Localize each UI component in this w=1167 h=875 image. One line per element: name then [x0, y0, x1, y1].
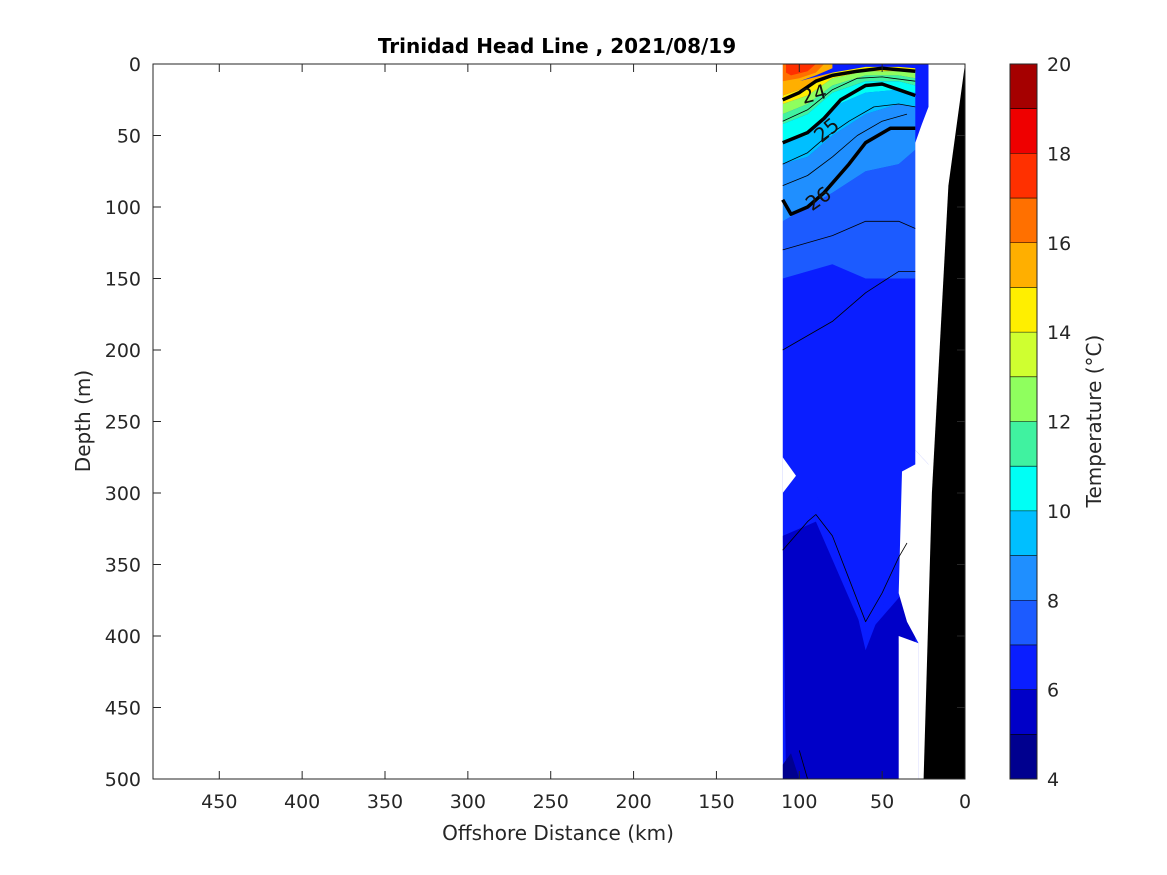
y-tick-label: 0 [129, 54, 141, 76]
colorbar: 4 6 8 10 12 14 16 18 20 [1009, 54, 1071, 791]
colorbar-bin-12 [1010, 198, 1037, 243]
contour-line-3 [782, 220, 916, 251]
isopycnal-26 [781, 126, 916, 216]
x-tick-label: 250 [533, 791, 569, 813]
offshore-empty [749, 64, 783, 779]
isopycnal-25 [782, 82, 916, 145]
colorbar-bin-6 [1010, 466, 1037, 511]
colorbar-bin-3 [1010, 600, 1037, 645]
contour-line-6 [798, 750, 808, 779]
colorbar-label: Temperature (°C) [1082, 335, 1106, 509]
temperature-region-8 [782, 71, 916, 115]
x-tick-label: 350 [367, 791, 403, 813]
colorbar-tick-label: 12 [1047, 412, 1071, 434]
colorbar-bin-13 [1010, 153, 1037, 199]
contour-line-8 [782, 103, 916, 165]
colorbar-bin-4 [1010, 555, 1037, 601]
temperature-region-2 [782, 264, 916, 651]
colorbar-frame [1009, 63, 1038, 780]
colorbar-bin-14 [1010, 108, 1037, 154]
y-tick-label: 450 [105, 698, 141, 720]
y-tick-label: 500 [105, 769, 141, 791]
contour-line-5 [782, 514, 908, 623]
temperature-region-3 [782, 149, 916, 279]
colorbar-bin-7 [1010, 421, 1037, 467]
colorbar-tick-label: 4 [1047, 769, 1059, 791]
x-axis-label: Offshore Distance (km) [442, 821, 674, 845]
contour-line-7 [782, 76, 916, 122]
contour-line-9 [782, 113, 908, 186]
colorbar-tick-label: 20 [1047, 54, 1071, 76]
chart-title: Trinidad Head Line , 2021/08/19 [378, 34, 736, 58]
temperature-region-12 [786, 64, 816, 76]
contour-line-4 [782, 270, 916, 351]
colorbar-bin-1 [1010, 689, 1037, 735]
x-tick-label: 0 [959, 791, 971, 813]
colorbar-bin-0 [1010, 734, 1037, 779]
x-tick-label: 100 [781, 791, 817, 813]
colorbar-tick-label: 6 [1047, 680, 1059, 702]
y-tick-label: 350 [105, 555, 141, 577]
colorbar-bin-8 [1010, 376, 1037, 422]
x-axis: 450 400 350 300 250 200 150 100 50 0 [201, 64, 971, 813]
y-tick-label: 100 [105, 197, 141, 219]
y-axis-label: Depth (m) [71, 370, 95, 472]
white-gap-bottom [898, 636, 919, 779]
y-tick-label: 50 [117, 126, 141, 148]
colorbar-bin-9 [1010, 332, 1037, 377]
y-tick-label: 400 [105, 626, 141, 648]
x-tick-label: 150 [698, 791, 734, 813]
y-tick-label: 200 [105, 340, 141, 362]
colorbar-bin-2 [1010, 644, 1037, 690]
colorbar-bin-5 [1010, 510, 1037, 556]
temperature-region-1 [782, 753, 800, 779]
colorbar-tick-label: 14 [1047, 322, 1071, 344]
colorbar-tick-label: 10 [1047, 501, 1071, 523]
seafloor [923, 64, 965, 779]
colorbar-tick-label: 16 [1047, 233, 1071, 255]
temperature-region-0 [782, 521, 916, 779]
y-tick-label: 250 [105, 412, 141, 434]
colorbar-bin-11 [1010, 242, 1037, 288]
missing-data-notch [782, 457, 796, 493]
x-tick-label: 50 [870, 791, 894, 813]
x-tick-label: 200 [615, 791, 651, 813]
colorbar-tick-label: 8 [1047, 590, 1059, 612]
bathymetry [749, 64, 965, 779]
y-axis: 0 50 100 150 200 250 300 350 400 450 500 [105, 54, 965, 791]
y-tick-label: 150 [105, 269, 141, 291]
white-gap-mid [898, 450, 929, 779]
y-tick-label: 300 [105, 483, 141, 505]
isopycnal-contours [781, 66, 916, 779]
x-tick-label: 400 [284, 791, 320, 813]
colorbar-tick-label: 18 [1047, 143, 1071, 165]
temperature-region-7 [782, 75, 916, 125]
colorbar-bin-15 [1010, 64, 1037, 109]
x-tick-label: 450 [201, 791, 237, 813]
x-tick-label: 300 [450, 791, 486, 813]
colorbar-bin-10 [1010, 287, 1037, 333]
